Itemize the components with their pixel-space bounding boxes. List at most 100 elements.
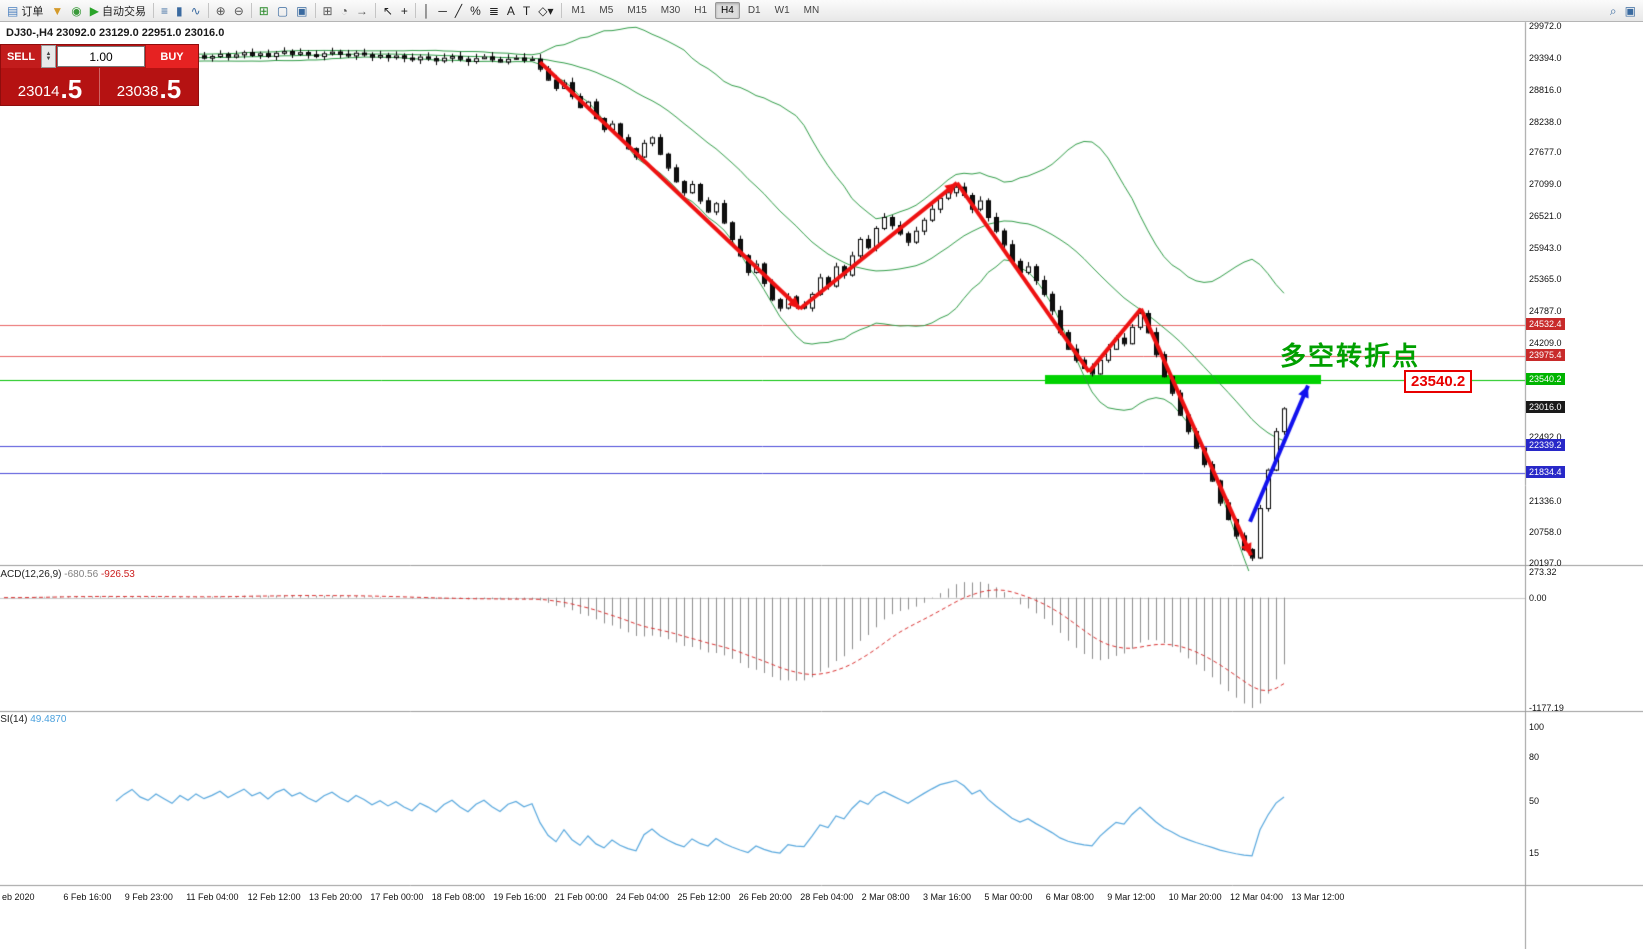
- horizontal-line-button[interactable]: ─: [434, 1, 451, 20]
- text-button-icon: A: [506, 3, 515, 18]
- sell-price[interactable]: 23014 .5: [1, 68, 100, 105]
- axis-tick: 24209.0: [1529, 337, 1562, 348]
- alerts-button[interactable]: ◉: [67, 1, 85, 20]
- axis-tick: 24787.0: [1529, 306, 1562, 317]
- cascade-windows-button[interactable]: ▢: [273, 1, 292, 20]
- search-button-icon: ⌕: [1609, 3, 1617, 18]
- search-button[interactable]: ⌕: [1606, 1, 1621, 20]
- crosshair-button-icon: +: [400, 3, 408, 18]
- toolbar-separator: [314, 3, 316, 18]
- time-tick: eb 2020: [2, 892, 35, 902]
- timeframe-h1-button[interactable]: H1: [694, 5, 708, 16]
- price-marker-23975.4: 23975.4: [1526, 348, 1565, 361]
- axis-tick: 27099.0: [1529, 179, 1562, 190]
- chat-button[interactable]: ▣: [1621, 1, 1640, 20]
- price-marker-22339.2: 22339.2: [1526, 438, 1565, 451]
- price-marker-23540.2: 23540.2: [1526, 372, 1565, 385]
- time-tick: 18 Feb 08:00: [431, 892, 485, 902]
- axis-tick: 28238.0: [1529, 116, 1562, 127]
- price-marker-23016.0: 23016.0: [1526, 401, 1565, 414]
- bar-chart-button[interactable]: ≡: [157, 1, 172, 20]
- text-label-button-icon: T: [522, 3, 531, 18]
- axis-tick: -1177.19: [1529, 703, 1564, 713]
- zoom-out-button[interactable]: ⊖: [230, 1, 248, 20]
- text-label-button[interactable]: T: [519, 1, 534, 20]
- lot-spinner-up-icon[interactable]: ▲: [45, 50, 52, 57]
- timeframe-w1-button[interactable]: W1: [774, 5, 790, 16]
- cursor-button[interactable]: ↖: [379, 1, 397, 20]
- profiles-button[interactable]: ◔: [337, 1, 352, 20]
- timeframe-m1-button[interactable]: M1: [571, 5, 586, 16]
- zoom-in-button[interactable]: ⊕: [212, 1, 230, 20]
- lot-spinner-down-icon[interactable]: ▼: [45, 55, 52, 62]
- axis-tick: 29972.0: [1529, 21, 1562, 32]
- buy-price-main: 23038: [116, 82, 159, 100]
- axis-tick: 25365.0: [1529, 274, 1562, 285]
- chart-shift-button-icon: →: [355, 3, 368, 18]
- toolbar-separator: [414, 3, 416, 18]
- turning-point-annotation: 多空转折点: [1280, 341, 1421, 371]
- fibonacci-button[interactable]: %: [466, 1, 485, 20]
- chart-title: DJ30-,H4 23092.0 23129.0 22951.0 23016.0: [6, 27, 225, 39]
- alerts-button-icon: ◉: [71, 3, 82, 18]
- candlestick-chart-button[interactable]: ▮: [172, 1, 187, 20]
- macd-name: MACD(12,26,9): [0, 569, 62, 580]
- timeframe-h4-button[interactable]: H4: [715, 2, 740, 19]
- buy-button[interactable]: BUY: [146, 45, 198, 68]
- time-tick: 19 Feb 16:00: [493, 892, 547, 902]
- buy-price-pip: .5: [159, 74, 182, 105]
- macd-main-value: -680.56: [64, 569, 99, 580]
- timeframe-mn-button[interactable]: MN: [803, 5, 820, 16]
- equidistant-channel-button[interactable]: ≣: [485, 1, 503, 20]
- depth-of-market-button[interactable]: ▼: [47, 1, 67, 20]
- lot-size-input[interactable]: [57, 46, 145, 67]
- shapes-button[interactable]: ◇▾: [534, 1, 557, 20]
- time-tick: 25 Feb 12:00: [677, 892, 731, 902]
- chart-shift-button[interactable]: →: [352, 1, 372, 20]
- new-order-button-label: 订单: [21, 5, 44, 18]
- autotrading-button[interactable]: ▶ 自动交易: [86, 1, 150, 20]
- timeframe-m5-button[interactable]: M5: [599, 5, 614, 16]
- cursor-button-icon: ↖: [382, 3, 393, 18]
- profiles-button-icon: ◔: [340, 3, 348, 18]
- tile-windows-button[interactable]: ⊞: [255, 1, 273, 20]
- candlestick-chart-button-icon: ▮: [175, 3, 183, 18]
- toolbar-separator: [560, 3, 562, 18]
- sell-button[interactable]: SELL: [1, 45, 41, 68]
- timeframe-m15-button[interactable]: M15: [627, 5, 647, 16]
- bar-chart-button-icon: ≡: [160, 3, 168, 18]
- time-tick: 17 Feb 00:00: [370, 892, 424, 902]
- vertical-line-button[interactable]: │: [419, 1, 435, 20]
- rsi-indicator-label: RSI(14) 49.4870: [0, 714, 66, 725]
- trendline-button[interactable]: ╱: [451, 1, 466, 20]
- line-chart-button[interactable]: ∿: [187, 1, 205, 20]
- timeframe-m30-button[interactable]: M30: [660, 5, 681, 16]
- time-tick: 13 Feb 20:00: [309, 892, 363, 902]
- buy-price[interactable]: 23038 .5: [100, 68, 198, 105]
- arrange-windows-button[interactable]: ▣: [292, 1, 311, 20]
- axis-tick: 0.00: [1529, 592, 1547, 603]
- toolbar-separator: [374, 3, 376, 18]
- axis-tick: 15: [1529, 847, 1540, 858]
- vertical-line-button-icon: │: [422, 3, 431, 18]
- price-axis: 29972.0 29394.0 28816.0 28238.0 27677.0 27099…: [1526, 0, 1643, 949]
- timeframe-d1-button[interactable]: D1: [747, 5, 761, 16]
- one-click-trade-panel: SELL ▲ ▼ BUY 23014 .5 23038 .5: [0, 44, 199, 106]
- crosshair-button[interactable]: +: [397, 1, 412, 20]
- new-order-button[interactable]: ▤ 订单: [3, 1, 47, 20]
- toolbar-separator: [152, 3, 154, 18]
- axis-tick: 80: [1529, 751, 1540, 762]
- time-tick: 6 Feb 16:00: [63, 892, 112, 902]
- time-tick: 9 Mar 12:00: [1107, 892, 1156, 902]
- axis-tick: 50: [1529, 796, 1540, 806]
- lot-spinner[interactable]: ▲ ▼: [41, 45, 56, 68]
- macd-signal-value: -926.53: [100, 569, 135, 580]
- time-tick: 3 Mar 16:00: [923, 892, 972, 902]
- new-chart-button-icon: ⊞: [322, 3, 333, 18]
- text-button[interactable]: A: [503, 1, 519, 20]
- chat-button-icon: ▣: [1624, 3, 1636, 18]
- main-toolbar: ▤ 订单 ▼ ◉ ▶ 自动交易 ≡ ▮ ∿ ⊕ ⊖ ⊞ ▢ ▣ ⊞ ◔ → ↖ + │ ─ ╱% ≣ A T ◇▾ M1 M5 M15 M…: [0, 0, 1643, 22]
- breakout-price-label: 23540.2: [1404, 370, 1473, 393]
- new-chart-button[interactable]: ⊞: [319, 1, 337, 20]
